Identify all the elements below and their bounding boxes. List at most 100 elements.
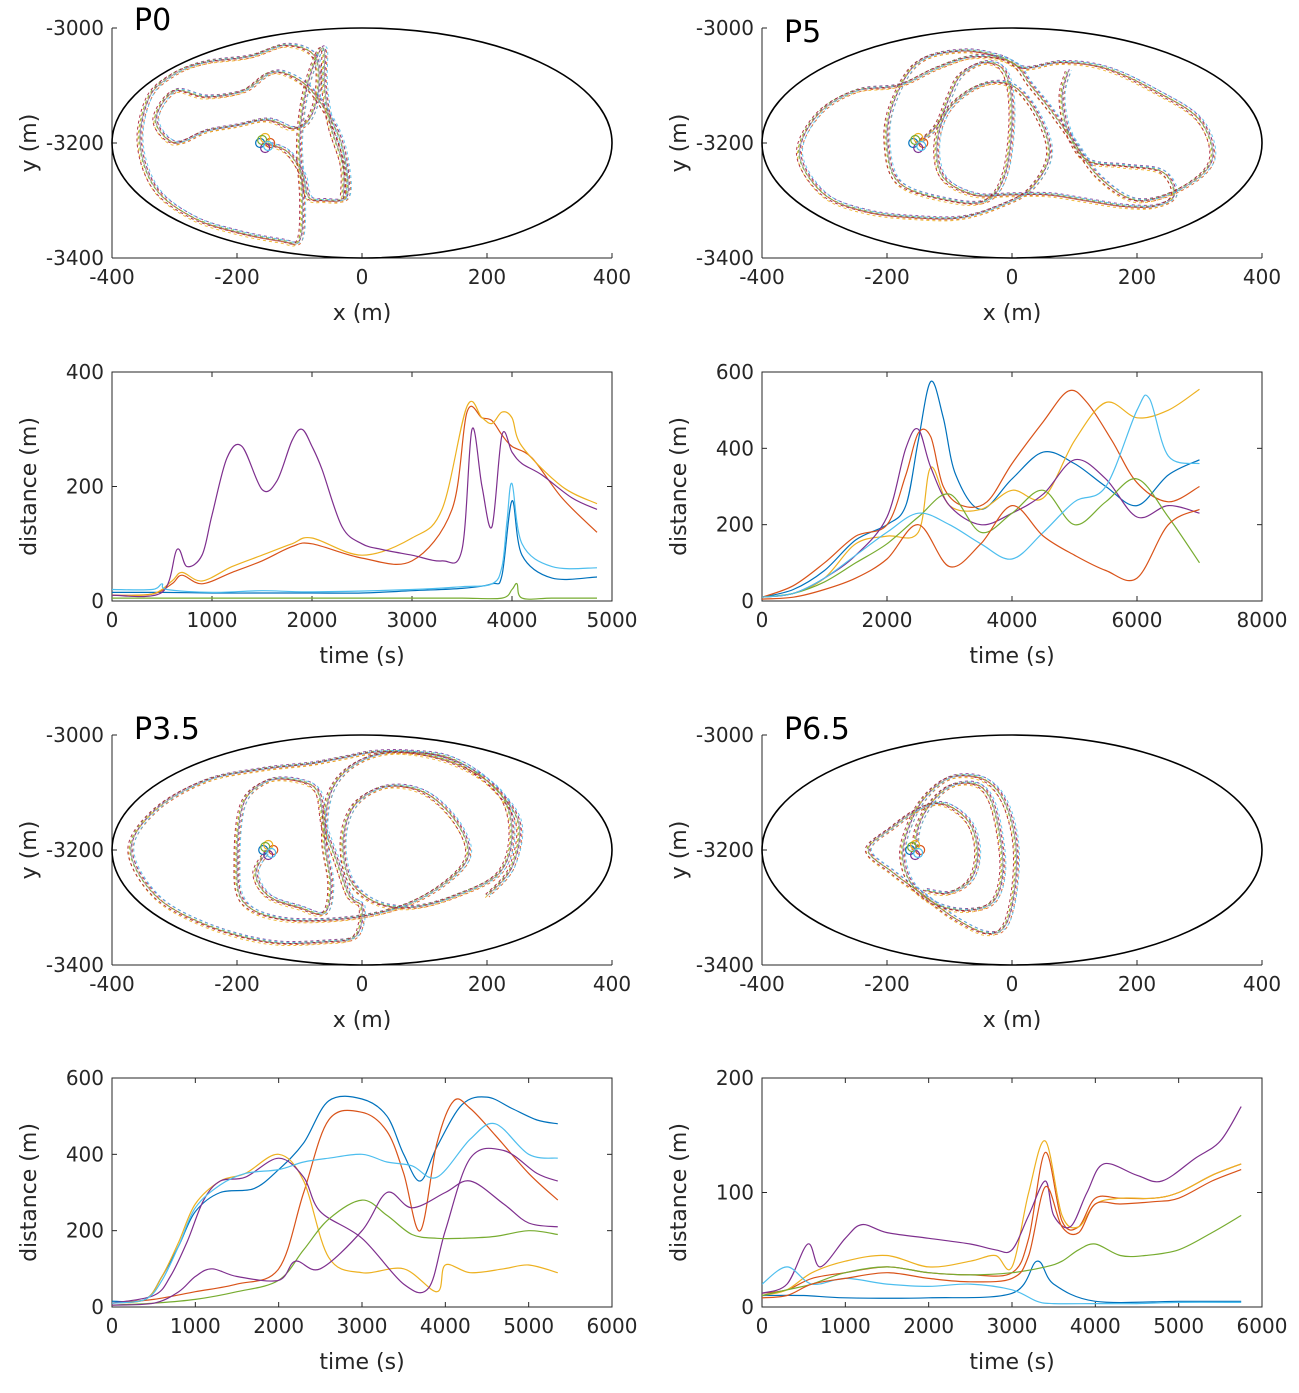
- x-tick-label: 3000: [987, 1314, 1038, 1338]
- x-tick-label: 0: [106, 608, 119, 632]
- trajectory-path: [800, 51, 1216, 221]
- x-tick-label: 3000: [337, 1314, 388, 1338]
- trajectory-path: [799, 48, 1215, 218]
- series-group: [112, 1095, 559, 1306]
- y-tick-label: -3400: [696, 246, 754, 270]
- domain-boundary: [761, 27, 1263, 259]
- x-tick-label: -200: [864, 972, 909, 996]
- series-line: [112, 405, 598, 596]
- trajectory-path: [142, 43, 352, 244]
- series-line: [112, 400, 598, 597]
- y-tick-label: -3200: [696, 838, 754, 862]
- x-tick-label: 1000: [187, 608, 238, 632]
- series-line: [112, 1147, 558, 1304]
- trajectory-path: [864, 775, 1014, 935]
- series-line: [762, 1106, 1242, 1294]
- release-marker: [263, 140, 274, 152]
- x-tick-label: -400: [739, 972, 784, 996]
- trajectory-path: [127, 751, 518, 945]
- y-tick-label: 200: [716, 1066, 754, 1090]
- x-tick-label: -400: [89, 972, 134, 996]
- release-marker: [266, 847, 277, 859]
- series-line: [762, 1214, 1242, 1297]
- trajectory-path: [795, 50, 1211, 220]
- y-axis-label: y (m): [667, 114, 692, 173]
- trajectory-path: [136, 44, 346, 245]
- y-tick-label: 200: [66, 475, 104, 499]
- series-line: [762, 428, 1200, 598]
- trajectory-path: [128, 753, 519, 947]
- y-tick-label: 100: [716, 1181, 754, 1205]
- series-line: [762, 389, 1200, 598]
- x-tick-label: 5000: [1153, 1314, 1204, 1338]
- y-tick-label: 200: [716, 513, 754, 537]
- series-line: [762, 505, 1200, 600]
- x-axis-label: x (m): [983, 1008, 1042, 1033]
- panel-2: -400 -200 0 200 400 -3000 -3200 -3400 x (m) y (m)…: [667, 15, 1281, 326]
- trajectory-path: [139, 44, 349, 245]
- x-tick-label: -400: [89, 265, 134, 289]
- x-tick-label: 400: [1243, 265, 1281, 289]
- trajectory-path: [132, 752, 523, 946]
- trajectory-path: [867, 775, 1017, 935]
- x-tick-label: -200: [864, 265, 909, 289]
- panel-6: -400 -200 0 200 400 -3000 -3200 -3400 x (m) y (m)…: [667, 712, 1281, 1033]
- y-tick-label: -3400: [696, 953, 754, 977]
- x-axis-label: time (s): [969, 644, 1054, 669]
- y-tick-label: 600: [716, 360, 754, 384]
- x-tick-label: -200: [214, 265, 259, 289]
- y-tick-label: -3200: [46, 131, 104, 155]
- panel-4: -400 -200 0 200 400 -3000 -3200 -3400 x (m) y (m)…: [17, 712, 631, 1033]
- series-line: [112, 1180, 558, 1306]
- release-marker: [910, 134, 921, 146]
- panel-3: 0 2000 4000 6000 8000 0 200 400 600 time (s) dista…: [667, 360, 1287, 669]
- y-axis-label: y (m): [17, 821, 42, 880]
- x-tick-label: 3000: [387, 608, 438, 632]
- x-tick-label: 2000: [287, 608, 338, 632]
- y-tick-label: -3000: [46, 723, 104, 747]
- x-axis-label: x (m): [983, 301, 1042, 326]
- x-axis-label: time (s): [969, 1350, 1054, 1375]
- y-axis-label: y (m): [667, 821, 692, 880]
- y-tick-label: 0: [91, 1295, 104, 1319]
- x-tick-label: 0: [356, 265, 369, 289]
- x-tick-label: 6000: [587, 1314, 638, 1338]
- release-marker: [257, 134, 268, 146]
- y-tick-label: 400: [66, 360, 104, 384]
- series-line: [762, 380, 1200, 598]
- y-axis-label: distance (m): [17, 417, 42, 556]
- trajectories: [136, 42, 352, 247]
- domain-boundary: [111, 734, 613, 966]
- x-tick-label: 400: [593, 972, 631, 996]
- y-tick-label: -3400: [46, 953, 104, 977]
- x-tick-label: 5000: [587, 608, 638, 632]
- y-axis-label: y (m): [17, 114, 42, 173]
- panel-title: P3.5: [134, 712, 200, 747]
- x-tick-label: 8000: [1237, 608, 1288, 632]
- x-tick-label: 0: [1006, 972, 1019, 996]
- x-tick-label: 400: [593, 265, 631, 289]
- series-line: [112, 427, 598, 598]
- panel-title: P0: [134, 3, 171, 38]
- panel-0: -400 -200 0 200 400 -3000 -3200 -3400 x (m) y (m)…: [17, 3, 631, 326]
- y-tick-label: 200: [66, 1219, 104, 1243]
- panel-5: 0 1000 2000 3000 4000 5000 6000 0 200 400 600 time …: [17, 1066, 637, 1375]
- y-tick-label: -3000: [696, 723, 754, 747]
- y-axis-label: distance (m): [667, 1123, 692, 1262]
- x-tick-label: 5000: [503, 1314, 554, 1338]
- axes-frame: [761, 371, 1263, 602]
- series-line: [762, 1151, 1242, 1294]
- y-tick-label: -3000: [696, 16, 754, 40]
- release-marker: [907, 841, 918, 853]
- series-group: [112, 400, 598, 600]
- x-tick-label: 200: [1118, 265, 1156, 289]
- panel-title: P6.5: [784, 712, 850, 747]
- series-line: [762, 478, 1200, 598]
- release-marker: [260, 841, 271, 853]
- x-tick-label: 0: [1006, 265, 1019, 289]
- trajectories: [127, 749, 524, 947]
- x-tick-label: 200: [468, 972, 506, 996]
- y-axis-label: distance (m): [17, 1123, 42, 1262]
- trajectory-path: [133, 750, 524, 944]
- trajectory-path: [141, 45, 351, 246]
